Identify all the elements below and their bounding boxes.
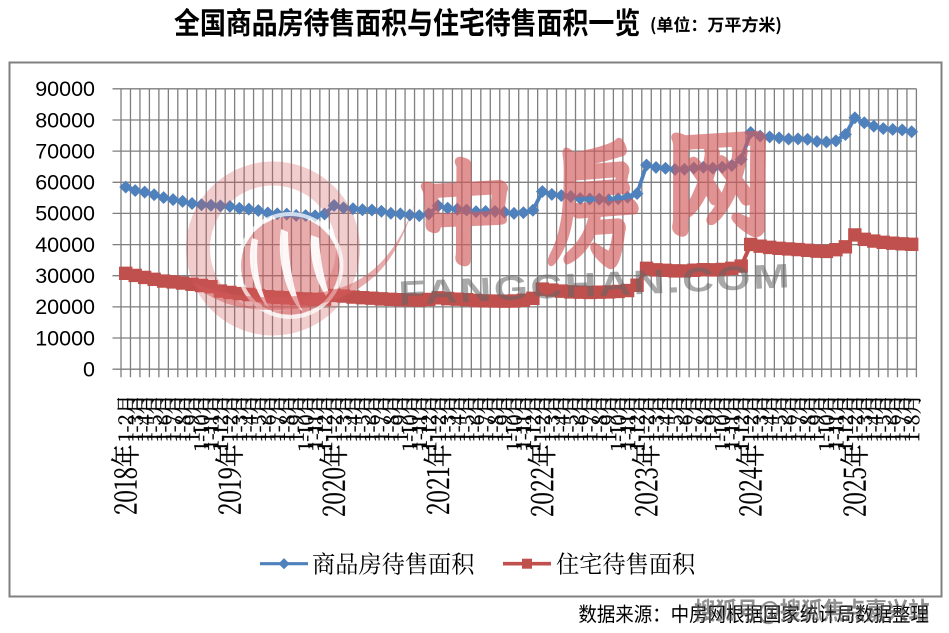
svg-text:40000: 40000 (35, 233, 95, 257)
svg-text:30000: 30000 (35, 264, 95, 288)
svg-text:60000: 60000 (35, 171, 95, 195)
svg-text:90000: 90000 (35, 77, 95, 101)
svg-text:80000: 80000 (35, 108, 95, 132)
svg-text:20000: 20000 (35, 295, 95, 319)
svg-text:10000: 10000 (35, 326, 95, 350)
svg-text:70000: 70000 (35, 139, 95, 163)
svg-text:0: 0 (83, 358, 95, 382)
svg-text:50000: 50000 (35, 202, 95, 226)
